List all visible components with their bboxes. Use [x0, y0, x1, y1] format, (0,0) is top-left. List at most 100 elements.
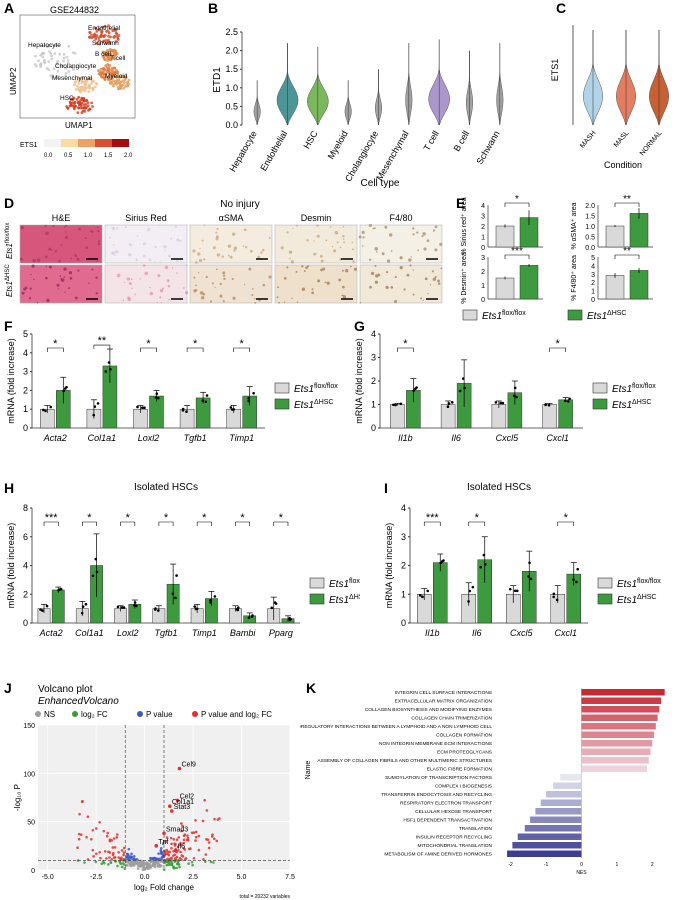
k-bar	[524, 825, 582, 832]
umap-point	[71, 51, 75, 54]
j-point	[149, 864, 152, 868]
d-texture	[215, 268, 218, 271]
F-ylabel: mRNA (fold increase)	[6, 338, 16, 424]
d-texture	[437, 282, 441, 285]
umap-point	[84, 99, 88, 102]
G-datapoint	[515, 395, 518, 399]
umap-point	[100, 25, 104, 29]
d-texture	[164, 265, 169, 270]
umap-point	[95, 34, 99, 37]
d-texture	[420, 297, 423, 300]
d-texture	[286, 266, 289, 269]
d-texture	[128, 243, 133, 247]
d-texture	[60, 243, 63, 246]
G-sig: *	[555, 338, 560, 350]
j-point	[132, 863, 136, 867]
d-texture	[131, 287, 133, 290]
I-datapoint	[575, 580, 578, 584]
umap-point	[108, 57, 112, 61]
d-texture	[185, 264, 188, 267]
G-xtick-cxcl1: Cxcl1	[546, 433, 569, 443]
k-label-collagen-formation: COLLAGEN FORMATION	[436, 733, 492, 739]
umap-point	[119, 80, 123, 84]
j-point	[197, 834, 201, 838]
d-texture	[115, 249, 119, 254]
umap-point	[95, 82, 99, 86]
H-datapoint	[57, 588, 60, 592]
d-texture	[358, 235, 362, 239]
H-xtick-bambi: Bambi	[230, 628, 257, 638]
H-datapoint	[157, 609, 160, 612]
k-bar	[540, 799, 582, 806]
F-sig: *	[193, 338, 198, 350]
umap-point	[126, 84, 130, 88]
panel-label-c: C	[556, 0, 567, 16]
H-xtick-tgfb1: Tgfb1	[154, 628, 177, 638]
j-point	[112, 837, 116, 840]
j-gene-il6: Il6	[178, 844, 186, 851]
umap-point	[127, 78, 131, 82]
j-point	[186, 834, 189, 837]
umap-point	[113, 66, 117, 70]
d-texture	[378, 273, 380, 275]
H-datapoint	[122, 606, 126, 609]
j-point	[180, 829, 184, 833]
j-legend-dot	[35, 711, 41, 717]
umap-point	[105, 49, 109, 52]
j-gene-point	[175, 798, 180, 803]
j-xtick: 2.5	[188, 874, 198, 881]
j-point	[103, 850, 107, 853]
d-texture	[176, 259, 179, 263]
d-texture	[254, 301, 257, 304]
d-texture	[352, 248, 354, 251]
d-texture	[316, 234, 320, 238]
d-texture	[376, 251, 378, 253]
G-datapoint	[463, 386, 466, 390]
umap-xlabel: UMAP1	[65, 121, 93, 130]
k-label-mitochondrial-translation: MITOCHONDRIAL TRANSLATION	[418, 843, 493, 849]
d-texture	[403, 288, 406, 291]
legend-ctrl-label: Ets1flox/flox	[482, 310, 526, 322]
d-texture	[311, 288, 314, 291]
j-title: Volcano plot	[38, 684, 93, 695]
umap-point	[34, 54, 37, 58]
umap-point	[114, 31, 118, 35]
I-ylabel: mRNA (fold increase)	[384, 523, 394, 609]
j-point	[136, 867, 140, 870]
j-point	[176, 862, 180, 866]
panel-g-bars: 0 1 2 3 4 mRNA (fold increase) Il1b * Il6 Cxcl5 Cx…	[354, 329, 656, 443]
d-texture	[277, 286, 280, 288]
umap-point	[113, 28, 116, 32]
panel-label-b: B	[208, 0, 219, 16]
j-point	[126, 853, 130, 856]
d-texture	[291, 297, 293, 300]
umap-point	[90, 33, 93, 37]
j-point	[105, 834, 109, 838]
panel-label-j: J	[4, 680, 12, 696]
F-sig: *	[53, 338, 58, 350]
j-xtick: 7.5	[285, 874, 295, 881]
F-datapoint	[44, 409, 47, 413]
F-datapoint	[93, 405, 97, 408]
d-texture	[361, 230, 365, 234]
umap-point	[113, 34, 117, 38]
j-xtick: 5.0	[237, 874, 247, 881]
j-gene-point	[173, 848, 178, 853]
d-texture	[390, 250, 393, 252]
j-ylabel: -log₁₀ P	[13, 784, 22, 811]
d-texture	[301, 265, 304, 268]
j-point	[192, 856, 196, 860]
I-datapoint	[508, 587, 512, 591]
umap-point	[107, 31, 111, 35]
d-texture	[199, 291, 204, 295]
F-datapoint	[204, 400, 208, 404]
umap-point	[83, 109, 87, 113]
umap-point	[77, 77, 81, 80]
d-texture	[261, 248, 265, 252]
umap-point	[91, 105, 94, 108]
d-texture	[248, 267, 252, 271]
j-legend-ns: NS	[44, 710, 55, 719]
d-texture	[85, 246, 89, 250]
j-point	[192, 831, 196, 834]
